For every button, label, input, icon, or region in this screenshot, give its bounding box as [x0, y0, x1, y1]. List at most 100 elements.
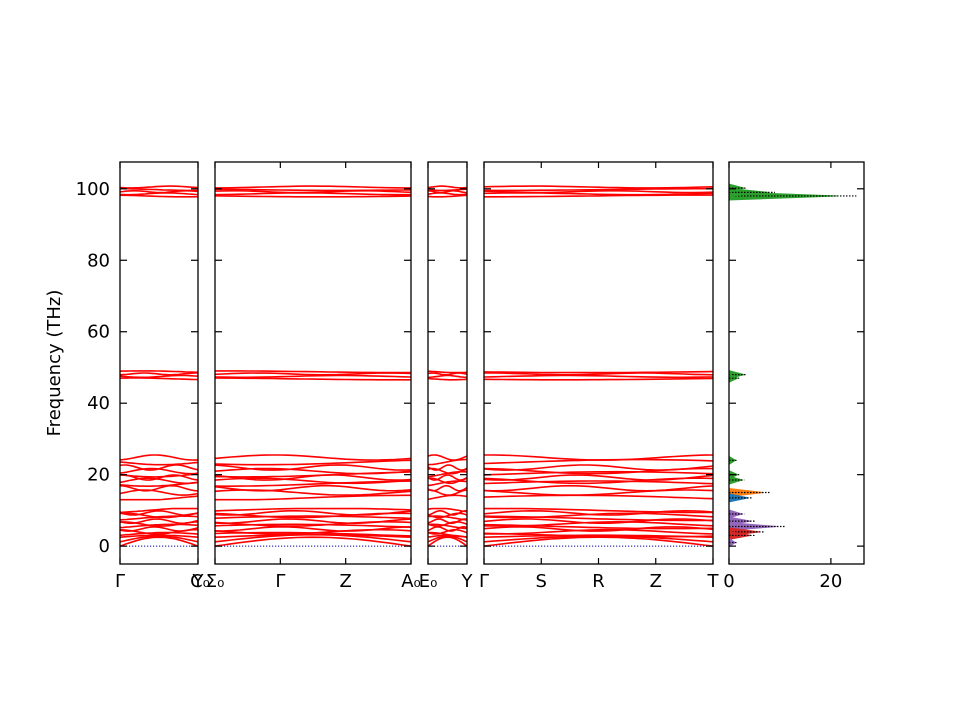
band-line [427, 536, 468, 547]
x-tick-label: Y [192, 571, 205, 592]
x-tick-label: Σ₀ [206, 571, 225, 592]
band-line [427, 377, 468, 381]
band-line [119, 531, 199, 537]
band-line [427, 484, 468, 492]
band-line [214, 192, 411, 196]
band-line [119, 454, 199, 461]
x-tick-label: Γ [115, 571, 125, 592]
band-line [214, 533, 412, 538]
band-line [427, 518, 468, 524]
band-line [214, 464, 412, 471]
band-line [119, 509, 199, 516]
band-line [427, 190, 468, 194]
band-line [215, 494, 411, 501]
x-tick-label: Y [461, 571, 474, 592]
band-line [427, 535, 468, 543]
band-line [427, 458, 467, 466]
panel-frame [483, 161, 714, 565]
dos-x-tick-label: 20 [819, 571, 842, 592]
x-tick-label: Γ [275, 571, 285, 592]
band-line [119, 377, 199, 381]
band-line [428, 194, 468, 198]
band-panel-1: 0 20 40 60 80 100 Γ YC₀ [76, 161, 210, 592]
dos-frame [728, 161, 865, 565]
band-line [483, 480, 714, 485]
band-line [214, 377, 411, 381]
band-line [483, 520, 714, 527]
band-line [119, 484, 199, 492]
band-line [214, 536, 412, 547]
band-line [214, 510, 412, 516]
band-line [427, 510, 467, 516]
band-line [484, 194, 713, 198]
band-line [427, 523, 468, 530]
band-line [119, 194, 199, 198]
band-line [427, 185, 468, 189]
band-line [484, 187, 714, 192]
band-line [120, 187, 198, 192]
y-tick-label: 0 [99, 536, 110, 557]
band-line [214, 515, 412, 520]
x-tick-label: C₀ [190, 571, 210, 592]
band-line [483, 528, 714, 535]
band-line [214, 525, 412, 532]
x-tick-label: Γ [479, 571, 489, 592]
band-line [119, 372, 198, 376]
band-panel-3: E₀ Y [419, 161, 474, 592]
band-line [214, 374, 412, 379]
band-line [484, 507, 713, 514]
band-line [427, 464, 468, 471]
band-line [428, 531, 467, 538]
band-line [215, 370, 411, 374]
band-line [120, 474, 199, 481]
band-line [214, 528, 412, 535]
band-line [119, 185, 199, 189]
band-line [119, 526, 199, 532]
band-line [483, 370, 714, 374]
band-line [119, 534, 199, 538]
band-line [119, 473, 199, 478]
band-line [427, 515, 468, 521]
band-line [215, 185, 411, 189]
band-line [483, 474, 714, 481]
x-tick-label: T [707, 571, 720, 592]
band-line [483, 526, 714, 532]
band-line [214, 459, 412, 466]
x-tick-label: R [592, 571, 605, 592]
band-line [483, 494, 714, 500]
band-line [483, 185, 714, 189]
band-line [214, 195, 412, 198]
y-tick-label: 20 [87, 465, 110, 486]
band-line [214, 518, 412, 525]
band-line [427, 474, 468, 481]
band-line [119, 464, 199, 471]
band-line [119, 461, 199, 466]
band-line [427, 512, 468, 519]
band-line [483, 532, 714, 538]
y-tick-label: 100 [76, 179, 110, 200]
panel-frame [427, 161, 468, 565]
band-line [483, 518, 714, 524]
band-line [427, 454, 468, 461]
band-line [427, 467, 468, 475]
dos-panel: 0 20 [723, 161, 865, 592]
band-line [119, 523, 199, 529]
band-line [483, 536, 714, 547]
band-line [483, 470, 714, 476]
band-line [427, 192, 468, 196]
band-panel-2: Σ₀ Γ Z A₀ [206, 161, 421, 592]
band-line [484, 372, 714, 376]
panel-frame [119, 161, 199, 565]
dos-x-tick-label: 0 [723, 571, 734, 592]
band-line [119, 535, 199, 543]
x-tick-label: S [536, 571, 547, 592]
band-line [483, 374, 714, 379]
band-line [484, 454, 714, 461]
y-tick-label: 40 [87, 393, 110, 414]
band-line [483, 377, 714, 381]
y-tick-label: 80 [87, 250, 110, 271]
band-line [483, 484, 714, 492]
band-line [120, 495, 199, 501]
